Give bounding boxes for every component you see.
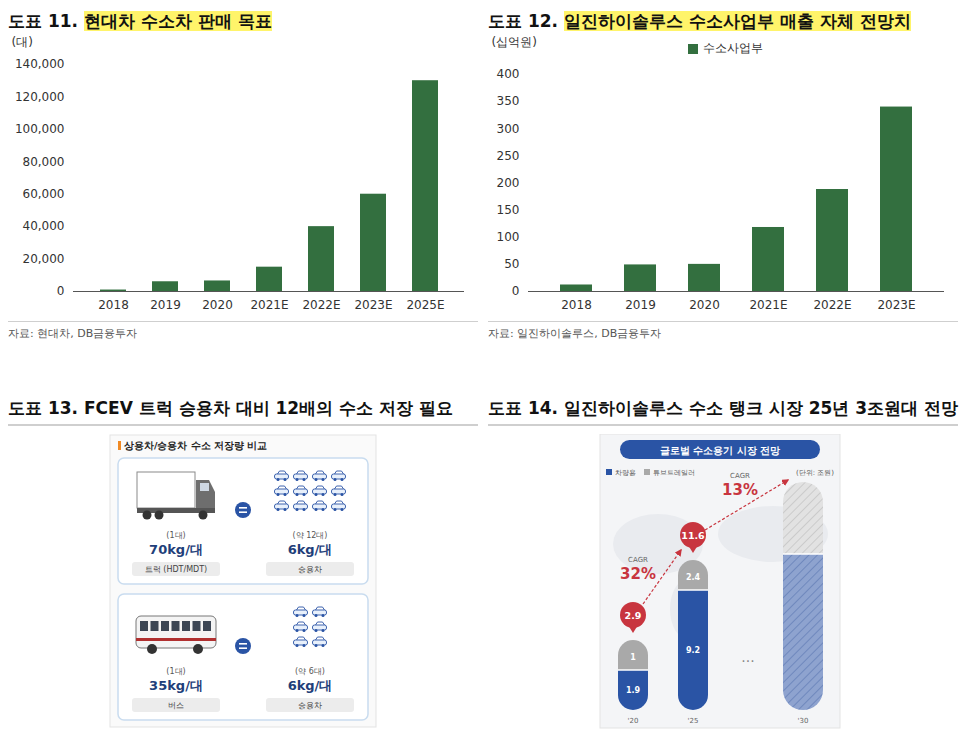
svg-text:2022E: 2022E (813, 298, 851, 312)
svg-text:100,000: 100,000 (15, 122, 65, 136)
svg-text:50: 50 (504, 257, 519, 271)
svg-text:6kg/대: 6kg/대 (288, 678, 333, 693)
svg-text:6kg/대: 6kg/대 (288, 542, 333, 557)
svg-text:2021E: 2021E (749, 298, 787, 312)
svg-text:(약 12대): (약 12대) (293, 531, 328, 540)
svg-text:2020: 2020 (689, 298, 720, 312)
svg-text:20,000: 20,000 (23, 252, 65, 266)
svg-text:32%: 32% (620, 565, 656, 583)
svg-text:2.9: 2.9 (625, 610, 642, 621)
svg-text:2023E: 2023E (877, 298, 915, 312)
svg-text:1: 1 (630, 653, 636, 662)
svg-text:2020: 2020 (202, 298, 233, 312)
svg-text:(1대): (1대) (166, 667, 185, 676)
svg-text:0: 0 (57, 284, 65, 298)
svg-text:승용차: 승용차 (298, 565, 322, 574)
svg-text:140,000: 140,000 (15, 57, 65, 71)
svg-text:2021E: 2021E (250, 298, 288, 312)
html-text:도표 12.일진하이솔루스 수소사업부 매출 자체 전망치: 도표 12.일진하이솔루스 수소사업부 매출 자체 전망치 (488, 11, 911, 31)
svg-text:CAGR: CAGR (730, 472, 750, 480)
html-text:도표 11.현대차 수소차 판매 목표: 도표 11.현대차 수소차 판매 목표 (8, 11, 272, 31)
svg-text:9.2: 9.2 (686, 646, 700, 655)
svg-text:300: 300 (497, 122, 520, 136)
svg-text:(1대): (1대) (166, 531, 185, 540)
svg-text:2022E: 2022E (302, 298, 340, 312)
svg-text:버스: 버스 (168, 701, 184, 710)
svg-text:2018: 2018 (98, 298, 129, 312)
svg-text:2025E: 2025E (406, 298, 444, 312)
html-text:자료: 현대차, DB금융투자: 자료: 현대차, DB금융투자 (8, 327, 138, 340)
svg-text:70kg/대: 70kg/대 (149, 542, 203, 557)
html-text:도표 14. 일진하이솔루스 수소 탱크 시장 25년 3조: 도표 14. 일진하이솔루스 수소 탱크 시장 25년 3조원대 전망 (488, 398, 958, 418)
svg-text:(단위: 조원): (단위: 조원) (796, 469, 834, 477)
svg-text:···: ··· (741, 653, 754, 669)
svg-text:11.6: 11.6 (681, 530, 705, 541)
svg-text:1.9: 1.9 (626, 686, 641, 695)
svg-text:60,000: 60,000 (23, 187, 65, 201)
svg-text:2023E: 2023E (354, 298, 392, 312)
svg-text:'25: '25 (688, 717, 699, 725)
svg-text:2.4: 2.4 (686, 573, 701, 582)
html-text:도표 13. FCEV 트럭 승용차 대비 12배의 수소: 도표 13. FCEV 트럭 승용차 대비 12배의 수소 저장 필요 (8, 398, 453, 418)
svg-text:트럭 (HDT/MDT): 트럭 (HDT/MDT) (145, 565, 208, 574)
svg-text:(대): (대) (12, 35, 33, 49)
svg-text:'30: '30 (798, 717, 809, 725)
svg-text:2019: 2019 (150, 298, 181, 312)
svg-text:13%: 13% (722, 481, 758, 499)
svg-text:(약 6대): (약 6대) (295, 667, 325, 676)
svg-text:250: 250 (497, 149, 520, 163)
svg-text:100: 100 (497, 230, 520, 244)
svg-text:'20: '20 (628, 717, 639, 725)
svg-text:150: 150 (497, 203, 520, 217)
svg-text:350: 350 (497, 94, 520, 108)
svg-text:글로벌 수소용기 시장 전망: 글로벌 수소용기 시장 전망 (660, 445, 780, 456)
html-text:자료: 일진하이솔루스, DB금융투자: 자료: 일진하이솔루스, DB금융투자 (488, 327, 662, 340)
svg-text:400: 400 (497, 67, 520, 81)
svg-text:2019: 2019 (625, 298, 656, 312)
svg-text:0: 0 (512, 284, 520, 298)
svg-text:2018: 2018 (561, 298, 592, 312)
svg-text:차량용: 차량용 (615, 469, 636, 477)
svg-text:CAGR: CAGR (628, 556, 648, 564)
svg-text:200: 200 (497, 176, 520, 190)
svg-text:80,000: 80,000 (23, 155, 65, 169)
svg-text:승용차: 승용차 (298, 701, 322, 710)
svg-text:120,000: 120,000 (15, 90, 65, 104)
svg-text:(십억원): (십억원) (492, 35, 537, 49)
html-text:수소사업부: 수소사업부 (703, 41, 763, 55)
svg-text:35kg/대: 35kg/대 (149, 678, 203, 693)
svg-text:40,000: 40,000 (23, 219, 65, 233)
svg-text:튜브트레일러: 튜브트레일러 (653, 469, 695, 477)
svg-text:상용차/승용차 수소 저장량 비교: 상용차/승용차 수소 저장량 비교 (124, 440, 267, 451)
